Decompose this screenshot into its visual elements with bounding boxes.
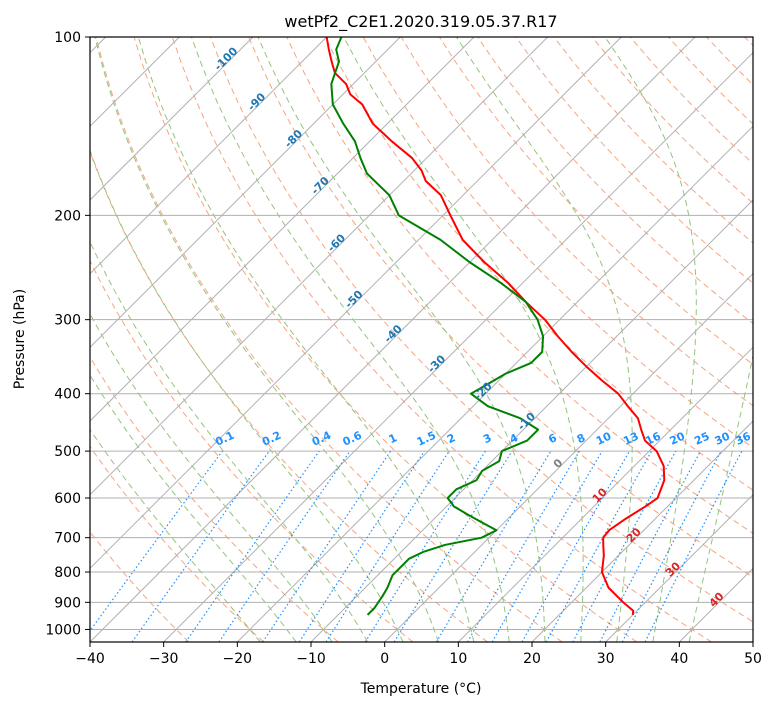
y-tick-label: 500 [54, 444, 81, 460]
dry-adiabat [171, 37, 712, 642]
x-axis-label: Temperature (°C) [360, 681, 482, 697]
mixing-ratio-line [218, 450, 351, 642]
isotherm-line [163, 51, 753, 642]
y-tick-label: 400 [54, 387, 81, 403]
moist-adiabat [90, 312, 333, 642]
isotherm-line [90, 37, 475, 422]
mixing-ratio-label: 13 [621, 430, 640, 448]
mixing-ratio-line [131, 450, 270, 642]
mixing-ratio-line [185, 450, 320, 642]
x-tick-label: 30 [597, 651, 615, 667]
plot-frame [89, 36, 754, 643]
plot-area [90, 37, 753, 642]
y-tick-label: 900 [54, 595, 81, 611]
mixing-ratio-label: 10 [594, 429, 614, 447]
x-tick-label: 40 [670, 651, 688, 667]
isotherm-line [90, 37, 622, 570]
x-tick-label: 0 [380, 651, 389, 667]
dry-adiabat [133, 37, 638, 642]
y-axis: 100 200 300 400 500 600 700 800 900 1000 [45, 30, 90, 638]
mixing-ratio-line [262, 450, 392, 642]
mixing-ratio-line [325, 450, 450, 642]
moist-adiabat [90, 240, 369, 642]
isotherm-line [90, 37, 696, 642]
dry-adiabat [324, 37, 753, 491]
isotherm-line [90, 37, 401, 349]
mixing-ratio-line [298, 450, 425, 642]
moist-adiabat [90, 428, 261, 642]
dry-adiabat [210, 37, 753, 623]
moist-adiabat [456, 37, 633, 642]
mixing-ratio-label: 16 [643, 429, 663, 447]
x-tick-label: −40 [75, 651, 105, 667]
x-tick-label: −20 [223, 651, 253, 667]
isotherm-line [310, 199, 753, 642]
y-tick-label: 700 [54, 531, 81, 547]
isotherm-line [457, 346, 753, 642]
dry-adiabat [286, 37, 753, 534]
dry-adiabat [90, 445, 264, 642]
mixing-ratio-label: 30 [713, 429, 733, 447]
dry-adiabat [90, 259, 414, 642]
y-tick-label: 200 [54, 208, 81, 224]
dry-adiabat [515, 37, 753, 284]
isotherm-line [605, 493, 753, 642]
mixing-ratio-line [572, 450, 677, 642]
isotherm-line [90, 37, 254, 201]
moist-adiabat [688, 353, 753, 642]
x-axis: −40 −30 −20 −10 0 10 20 30 40 50 [75, 642, 762, 667]
isotherm-line [90, 37, 549, 496]
moist-adiabat [190, 37, 510, 642]
mixing-ratio-line [521, 450, 631, 642]
y-tick-label: 100 [54, 30, 81, 46]
mixing-ratio-line [545, 450, 653, 642]
dry-adiabat [248, 37, 753, 578]
isotherm-line [236, 125, 753, 642]
y-tick-label: 300 [54, 313, 81, 329]
x-tick-label: 50 [744, 651, 762, 667]
isotherm-line [90, 37, 328, 275]
y-axis-label: Pressure (hPa) [12, 289, 28, 389]
moist-adiabat [343, 37, 584, 642]
moist-adiabat [257, 37, 546, 642]
mixing-ratio-line [644, 450, 743, 642]
isotherm-line [531, 420, 753, 642]
temperature-line [325, 37, 666, 615]
dewpoint-line [330, 37, 545, 616]
mixing-ratio-line [90, 450, 223, 632]
moist-adiabat [137, 37, 475, 642]
moist-adiabat [90, 374, 297, 642]
moist-adiabat [604, 37, 697, 642]
moist-adiabat [94, 37, 439, 642]
mixing-ratio-label: 25 [692, 430, 711, 448]
y-tick-label: 800 [54, 565, 81, 581]
dry-adiabat [90, 356, 339, 642]
x-tick-label: −10 [296, 651, 326, 667]
x-tick-label: 20 [523, 651, 541, 667]
chart-title: wetPf2_C2E1.2020.319.05.37.R17 [284, 12, 557, 32]
y-tick-label: 1000 [45, 622, 81, 638]
x-tick-label: 10 [449, 651, 467, 667]
isotherm-line [384, 272, 753, 642]
y-tick-label: 600 [54, 491, 81, 507]
dry-adiabat [95, 37, 563, 642]
mixing-ratio-label: 36 [733, 429, 753, 447]
mixing-ratio-label: 20 [668, 429, 688, 447]
mixing-ratio-line [393, 450, 513, 642]
x-tick-label: −30 [149, 651, 179, 667]
